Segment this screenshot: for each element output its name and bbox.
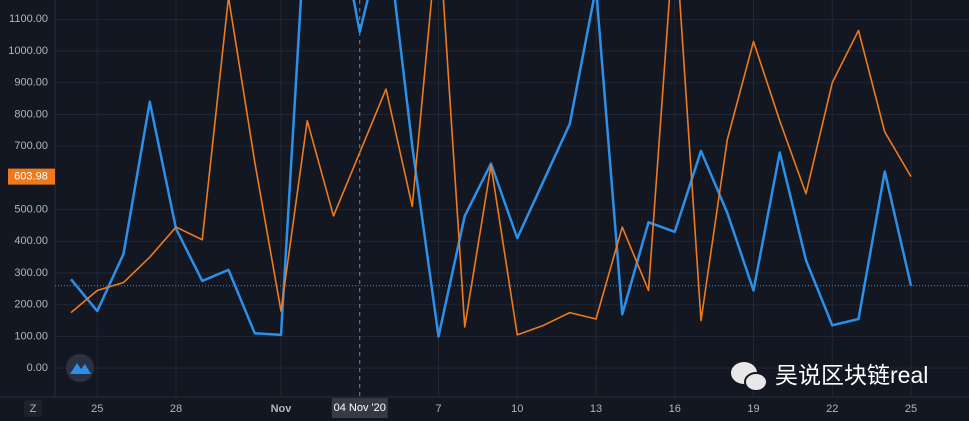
y-tick-label: 100.00 <box>14 330 48 342</box>
y-tick-label: 1000.00 <box>8 45 48 57</box>
y-tick-label: 0.00 <box>27 362 48 374</box>
crosshair-label-bg <box>331 398 388 418</box>
x-tick-label: 25 <box>91 403 103 415</box>
x-tick-label: 7 <box>435 403 441 415</box>
logo-icon <box>70 363 91 374</box>
y-tick-label: 700.00 <box>14 140 48 152</box>
y-tick-label: 400.00 <box>14 235 48 247</box>
x-tick-label: 19 <box>747 403 759 415</box>
x-tick-label: 16 <box>669 403 681 415</box>
series-line <box>70 0 912 336</box>
series-line <box>70 0 913 338</box>
x-tick-label: 25 <box>905 403 917 415</box>
x-tick-label: 22 <box>826 403 838 415</box>
x-tick-label: 13 <box>590 403 602 415</box>
watermark: 吴说区块链real <box>775 362 928 388</box>
crosshair-label: 04 Nov '20 <box>334 402 386 414</box>
x-tick-label: Nov <box>271 403 293 415</box>
price-label: 603.98 <box>14 171 48 183</box>
y-tick-label: 200.00 <box>14 299 48 311</box>
y-tick-label: 500.00 <box>14 204 48 216</box>
y-tick-label: 800.00 <box>14 108 48 120</box>
y-tick-label: 900.00 <box>14 77 48 89</box>
button-bg[interactable] <box>24 400 42 417</box>
price-label-bg <box>8 168 55 185</box>
zoom-button[interactable]: Z <box>30 403 37 415</box>
y-tick-label: 1100.00 <box>9 13 48 25</box>
x-tick-label: 28 <box>170 403 182 415</box>
x-tick-label: 10 <box>511 403 523 415</box>
watermark-icon <box>731 362 768 392</box>
y-tick-label: 300.00 <box>14 267 48 279</box>
